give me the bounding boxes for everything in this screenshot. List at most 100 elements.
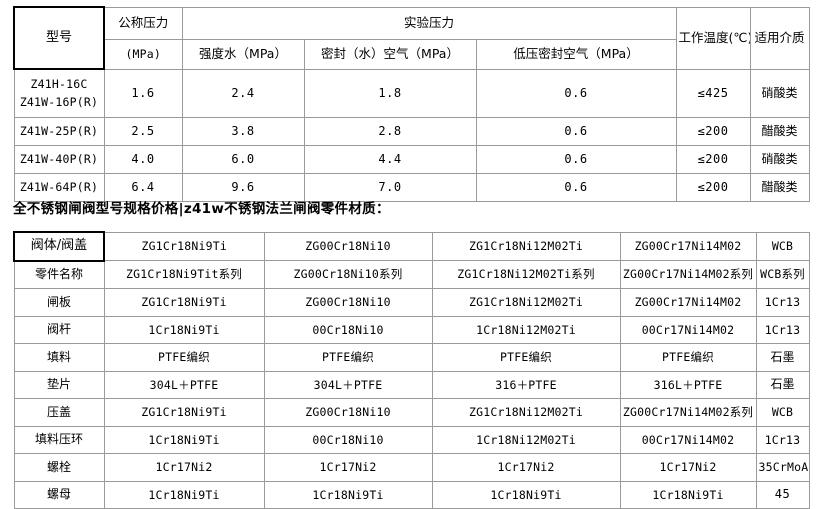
spec-cell-nominal-pressure: 4.0 [103, 145, 183, 174]
material-cell-value: 1Cr18Ni9Ti [103, 315, 265, 344]
material-cell-part: 垫片 [13, 370, 105, 399]
material-cell-part: 螺母 [13, 480, 105, 509]
material-cell-value: 316＋PTFE [431, 370, 621, 399]
material-cell-value: 316L＋PTFE [619, 370, 757, 399]
spec-header-test-pressure: 实验压力 [181, 6, 677, 40]
material-header-series-2: ZG00Cr18Ni10系列 [263, 260, 433, 289]
material-cell-value: 1Cr17Ni2 [619, 453, 757, 482]
material-cell-value: ZG1Cr18Ni9Ti [103, 288, 265, 317]
spec-cell-model: Z41W-40P(R) [13, 145, 105, 174]
specification-table: 型号 公称压力 实验压力 工作温度(℃) 适用介质 (MPa) 强度水（MPa）… [13, 6, 810, 202]
material-cell-value: ZG1Cr18Ni9Ti [103, 398, 265, 427]
spec-cell-low-pressure-seal-air: 0.6 [475, 145, 677, 174]
spec-header-row-2: (MPa) 强度水（MPa） 密封（水）空气（MPa） 低压密封空气（MPa） [14, 38, 809, 70]
table-row: 螺栓 1Cr17Ni2 1Cr17Ni2 1Cr17Ni2 1Cr17Ni2 3… [13, 453, 810, 482]
spec-cell-seal-water-air: 4.4 [303, 145, 477, 174]
table-row: Z41W-40P(R) 4.0 6.0 4.4 0.6 ≤200 硝酸类 [13, 145, 810, 174]
spec-header-strength-water: 强度水（MPa） [181, 38, 305, 70]
spec-cell-strength-water: 6.0 [181, 145, 305, 174]
material-cell-value: PTFE编织 [103, 343, 265, 372]
material-cell-value: 1Cr17Ni2 [263, 453, 433, 482]
material-cell-value: PTFE编织 [619, 343, 757, 372]
table-row: 垫片 304L＋PTFE 304L＋PTFE 316＋PTFE 316L＋PTF… [13, 370, 810, 399]
spec-cell-working-temperature: ≤200 [675, 117, 751, 146]
material-header-part-name: 零件名称 [13, 260, 105, 289]
material-cell-value: 1Cr18Ni9Ti [431, 480, 621, 509]
material-cell-value: 1Cr13 [755, 315, 810, 344]
material-cell-part: 填料压环 [13, 425, 105, 454]
spec-cell-working-temperature: ≤200 [675, 173, 751, 202]
material-header-series-4: ZG00Cr17Ni14M02系列 [619, 260, 757, 289]
spec-cell-medium: 醋酸类 [749, 117, 810, 146]
material-cell-value: 35CrMoA [755, 453, 810, 482]
material-table-container: 阀体/阀盖 ZG1Cr18Ni9Ti ZG00Cr18Ni10 ZG1Cr18N… [13, 231, 810, 509]
spec-cell-strength-water: 9.6 [181, 173, 305, 202]
material-cell-part: 填料 [13, 343, 105, 372]
material-cell-value: 1Cr18Ni9Ti [103, 480, 265, 509]
spec-header-seal-water-air: 密封（水）空气（MPa） [303, 38, 477, 70]
spec-cell-low-pressure-seal-air: 0.6 [475, 173, 677, 202]
table-row: 压盖 ZG1Cr18Ni9Ti ZG00Cr18Ni10 ZG1Cr18Ni12… [13, 398, 810, 427]
material-cell-value: 00Cr17Ni14M02 [619, 315, 757, 344]
material-cell-value: PTFE编织 [263, 343, 433, 372]
table-row: Z41H-16C Z41W-16P(R) 1.6 2.4 1.8 0.6 ≤42… [13, 68, 810, 118]
material-cell-value: 1Cr17Ni2 [103, 453, 265, 482]
material-header-grade-1: ZG1Cr18Ni9Ti [103, 231, 265, 261]
spec-cell-seal-water-air: 2.8 [303, 117, 477, 146]
material-header-series-1: ZG1Cr18Ni9Tit系列 [103, 260, 265, 289]
material-cell-value: 00Cr17Ni14M02 [619, 425, 757, 454]
table-row: 闸板 ZG1Cr18Ni9Ti ZG00Cr18Ni10 ZG1Cr18Ni12… [13, 288, 810, 317]
table-row: 阀杆 1Cr18Ni9Ti 00Cr18Ni10 1Cr18Ni12M02Ti … [13, 315, 810, 344]
material-cell-value: 1Cr18Ni12M02Ti [431, 425, 621, 454]
spec-header-nominal-pressure: 公称压力 [103, 6, 183, 40]
material-cell-value: ZG1Cr18Ni12M02Ti [431, 288, 621, 317]
table-row: 填料 PTFE编织 PTFE编织 PTFE编织 PTFE编织 石墨 [13, 343, 810, 372]
material-cell-value: 1Cr18Ni9Ti [103, 425, 265, 454]
material-cell-value: 1Cr13 [755, 425, 810, 454]
spec-header-low-pressure-seal-air: 低压密封空气（MPa） [475, 38, 677, 70]
spec-header-medium: 适用介质 [749, 6, 810, 70]
material-header-grade-2: ZG00Cr18Ni10 [263, 231, 433, 261]
spec-cell-medium: 硝酸类 [749, 145, 810, 174]
material-header-body-cover: 阀体/阀盖 [13, 231, 105, 262]
material-cell-value: 304L＋PTFE [263, 370, 433, 399]
table-row: Z41W-64P(R) 6.4 9.6 7.0 0.6 ≤200 醋酸类 [13, 173, 810, 202]
spec-cell-low-pressure-seal-air: 0.6 [475, 68, 677, 118]
spec-cell-medium: 醋酸类 [749, 173, 810, 202]
material-cell-value: 1Cr18Ni9Ti [263, 480, 433, 509]
spec-cell-working-temperature: ≤200 [675, 145, 751, 174]
specification-table-container: 型号 公称压力 实验压力 工作温度(℃) 适用介质 (MPa) 强度水（MPa）… [13, 6, 810, 202]
material-cell-value: ZG00Cr17Ni14M02系列 [619, 398, 757, 427]
material-cell-part: 螺栓 [13, 453, 105, 482]
spec-header-nominal-pressure-unit: (MPa) [103, 38, 183, 70]
material-header-grade-4: ZG00Cr17Ni14M02 [619, 231, 757, 261]
spec-header-model: 型号 [13, 6, 105, 70]
spec-cell-model: Z41H-16C Z41W-16P(R) [13, 68, 105, 118]
material-cell-value: 石墨 [755, 343, 810, 372]
spec-cell-strength-water: 3.8 [181, 117, 305, 146]
material-cell-value: 1Cr13 [755, 288, 810, 317]
material-cell-value: 1Cr17Ni2 [431, 453, 621, 482]
material-header-row-body-cover: 阀体/阀盖 ZG1Cr18Ni9Ti ZG00Cr18Ni10 ZG1Cr18N… [13, 231, 810, 262]
spec-cell-working-temperature: ≤425 [675, 68, 751, 118]
spec-cell-low-pressure-seal-air: 0.6 [475, 117, 677, 146]
material-table: 阀体/阀盖 ZG1Cr18Ni9Ti ZG00Cr18Ni10 ZG1Cr18N… [13, 231, 810, 509]
spec-cell-seal-water-air: 1.8 [303, 68, 477, 118]
material-header-row-part-name: 零件名称 ZG1Cr18Ni9Tit系列 ZG00Cr18Ni10系列 ZG1C… [13, 260, 810, 289]
material-cell-value: WCB [755, 398, 810, 427]
material-cell-value: 304L＋PTFE [103, 370, 265, 399]
material-cell-value: PTFE编织 [431, 343, 621, 372]
spec-model-line-2: Z41W-16P(R) [19, 94, 99, 109]
spec-cell-nominal-pressure: 1.6 [103, 68, 183, 118]
table-row: Z41W-25P(R) 2.5 3.8 2.8 0.6 ≤200 醋酸类 [13, 117, 810, 146]
material-cell-part: 压盖 [13, 398, 105, 427]
material-cell-value: ZG1Cr18Ni12M02Ti [431, 398, 621, 427]
material-cell-value: ZG00Cr18Ni10 [263, 288, 433, 317]
spec-cell-strength-water: 2.4 [181, 68, 305, 118]
spec-cell-nominal-pressure: 2.5 [103, 117, 183, 146]
spec-header-working-temperature: 工作温度(℃) [675, 6, 751, 70]
material-cell-value: 45 [755, 480, 810, 509]
material-cell-value: 00Cr18Ni10 [263, 315, 433, 344]
material-header-series-3: ZG1Cr18Ni12M02Ti系列 [431, 260, 621, 289]
material-header-series-5: WCB系列 [755, 260, 810, 289]
